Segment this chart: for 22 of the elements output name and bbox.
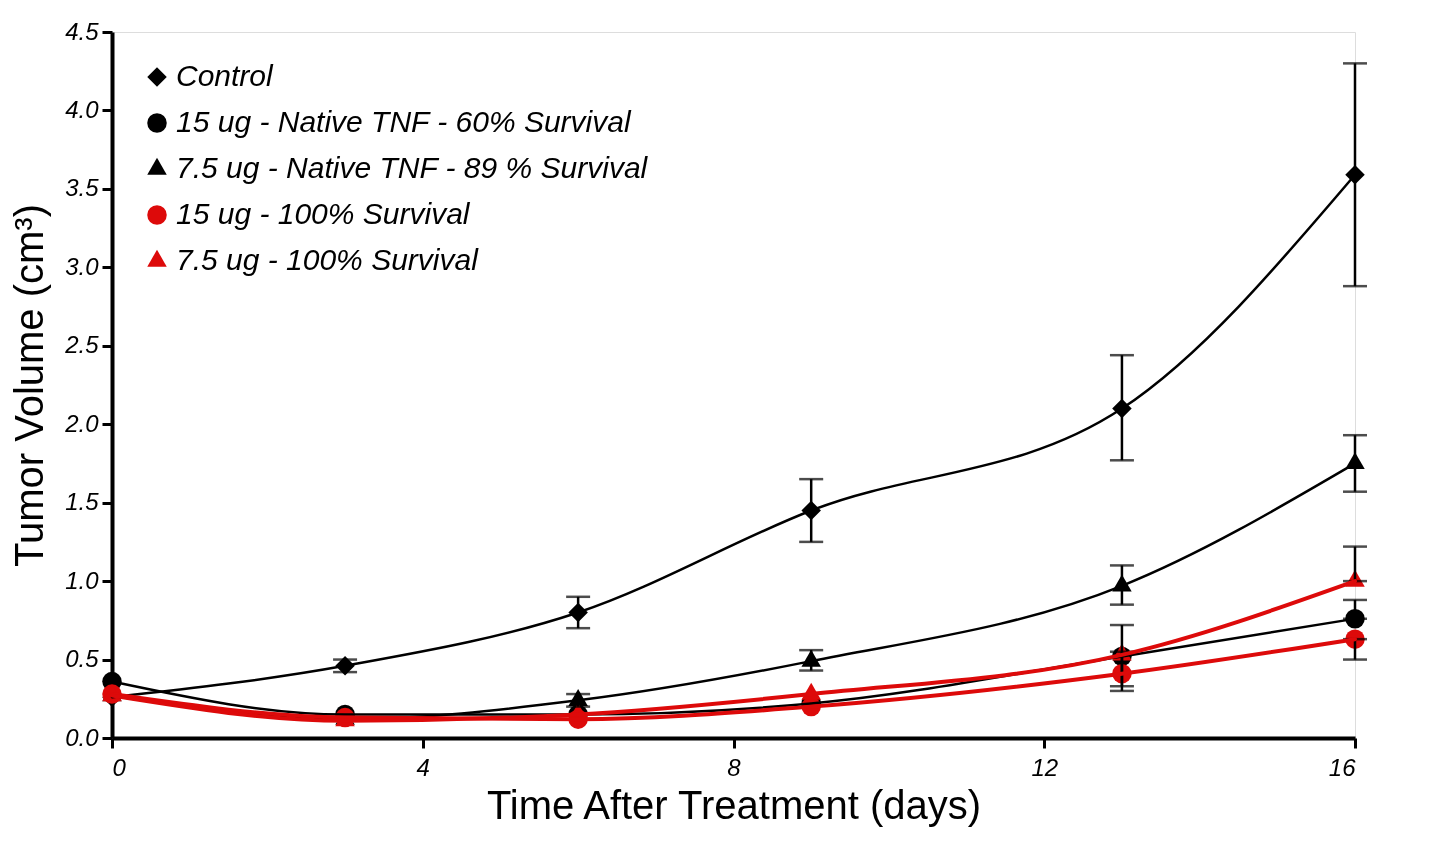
x-axis-title: Time After Treatment (days)	[486, 782, 982, 827]
y-tick-label: 4.0	[65, 95, 100, 123]
y-tick-label: 2.5	[64, 331, 100, 359]
x-tick-label: 0	[112, 753, 127, 781]
legend-label: Control	[176, 59, 275, 92]
x-tick-label: 4	[416, 753, 430, 781]
y-tick-label: 3.0	[65, 252, 100, 280]
y-tick-label: 1.0	[65, 566, 100, 594]
y-tick-label: 4.5	[65, 17, 100, 45]
y-tick-label: 3.5	[65, 174, 100, 202]
x-tick-label: 8	[727, 753, 742, 781]
y-tick-label: 2.0	[64, 409, 100, 437]
legend-label: 7.5 ug - 100% Survival	[176, 243, 480, 276]
y-axis-title: Tumor Volume (cm³)	[7, 203, 52, 568]
legend-label: 7.5 ug - Native TNF - 89 % Survival	[176, 151, 649, 184]
legend-label: 15 ug - Native TNF - 60% Survival	[176, 105, 632, 138]
y-tick-label: 0.5	[65, 645, 100, 673]
x-tick-label: 16	[1328, 753, 1357, 781]
y-tick-label: 0.0	[65, 723, 100, 751]
y-tick-label: 1.5	[65, 488, 100, 516]
legend-label: 15 ug - 100% Survival	[176, 197, 471, 230]
x-tick-label: 12	[1031, 753, 1059, 781]
